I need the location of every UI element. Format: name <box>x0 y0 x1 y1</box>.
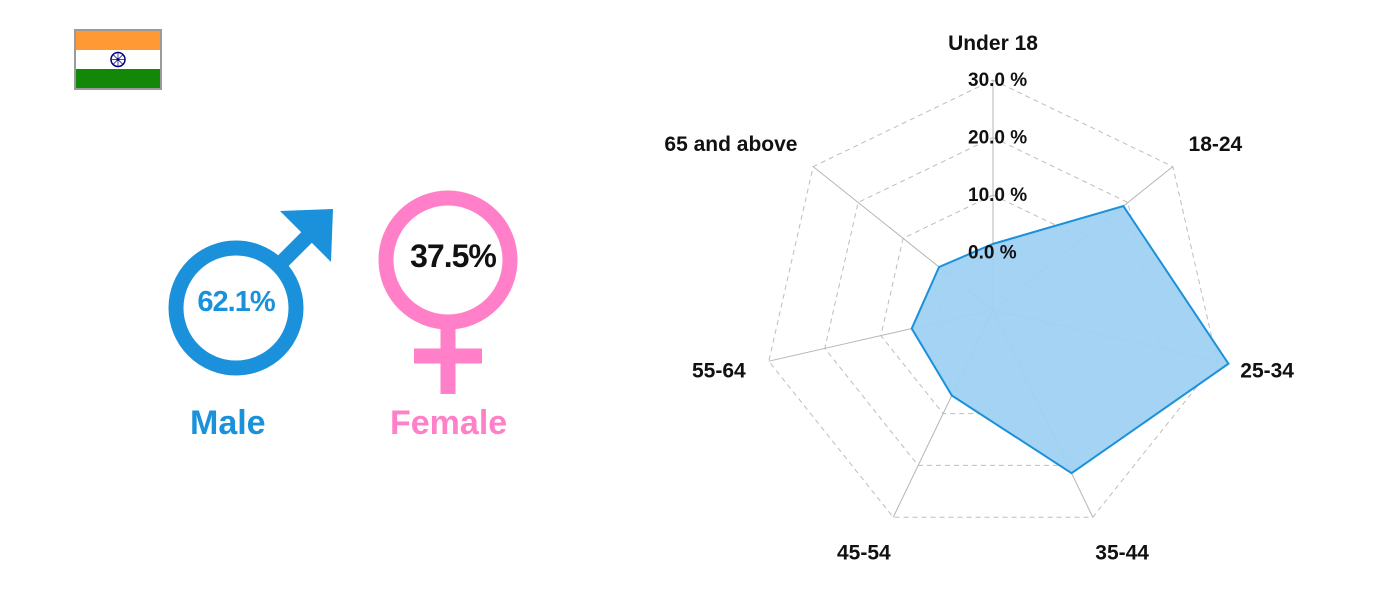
female-label: Female <box>390 404 508 442</box>
data-point <box>992 243 994 245</box>
female-symbol-icon <box>378 190 518 394</box>
india-flag-icon <box>74 29 162 90</box>
radar-series <box>910 204 1230 475</box>
data-point <box>911 328 913 330</box>
male-symbol-icon <box>168 209 333 376</box>
grid-ring-3 <box>768 79 1218 518</box>
tick-label: 30.0 % <box>968 70 1027 91</box>
data-point <box>1227 363 1229 365</box>
female-percentage: 37.5% <box>410 238 497 274</box>
flag-graphic <box>76 31 160 88</box>
data-area <box>910 204 1230 475</box>
data-point <box>1122 205 1124 207</box>
data-point <box>951 394 953 396</box>
data-point <box>1071 472 1073 474</box>
category-label: 25-34 <box>1240 360 1294 383</box>
category-label: 55-64 <box>692 360 746 383</box>
category-label: 18-24 <box>1189 133 1243 156</box>
male-label: Male <box>190 404 266 442</box>
category-label: 65 and above <box>664 133 797 156</box>
tick-label: 10.0 % <box>968 185 1027 206</box>
male-percentage: 62.1% <box>197 286 275 318</box>
radar-labels: 0.0 % 10.0 % 20.0 % 30.0 % Under 18 18-24 25-3… <box>664 32 1294 564</box>
category-label: 45-54 <box>837 541 891 564</box>
category-label: 35-44 <box>1095 541 1149 564</box>
data-point <box>938 266 940 268</box>
tick-label: 0.0 % <box>968 243 1017 264</box>
tick-label: 20.0 % <box>968 128 1027 149</box>
category-label: Under 18 <box>948 32 1038 55</box>
